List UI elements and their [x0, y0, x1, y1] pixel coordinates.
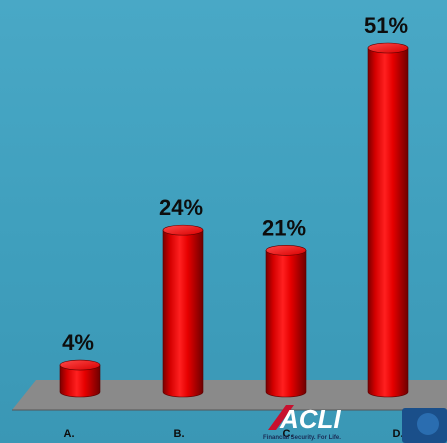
bar-b: [162, 224, 204, 398]
data-label: 51%: [364, 13, 408, 38]
logo-text: ACLI: [279, 404, 341, 434]
bar-body: [162, 229, 204, 398]
bar-body: [59, 364, 101, 398]
data-label: 21%: [262, 215, 306, 240]
data-label: 24%: [159, 195, 203, 220]
bar-top: [59, 359, 101, 371]
logo-badge-circle: [417, 413, 439, 435]
acli-logo: ACLI Financial Security. For Life.: [263, 404, 447, 443]
bar-body: [367, 47, 409, 398]
data-label: 4%: [62, 330, 94, 355]
category-label: B.: [174, 428, 185, 440]
bar-top: [265, 245, 307, 256]
logo-slash-mark: [268, 405, 294, 430]
category-label: D.: [393, 428, 404, 440]
bar-a: [59, 359, 101, 398]
bar-top: [162, 224, 204, 236]
bar-d: [367, 42, 409, 398]
bar-c: [265, 245, 307, 398]
chart-floor: [12, 380, 447, 410]
bar-top: [367, 42, 409, 54]
category-label: A.: [64, 428, 75, 440]
category-label: C.: [283, 428, 294, 440]
logo-tagline: Financial Security. For Life.: [263, 435, 341, 441]
bar-body: [265, 250, 307, 398]
